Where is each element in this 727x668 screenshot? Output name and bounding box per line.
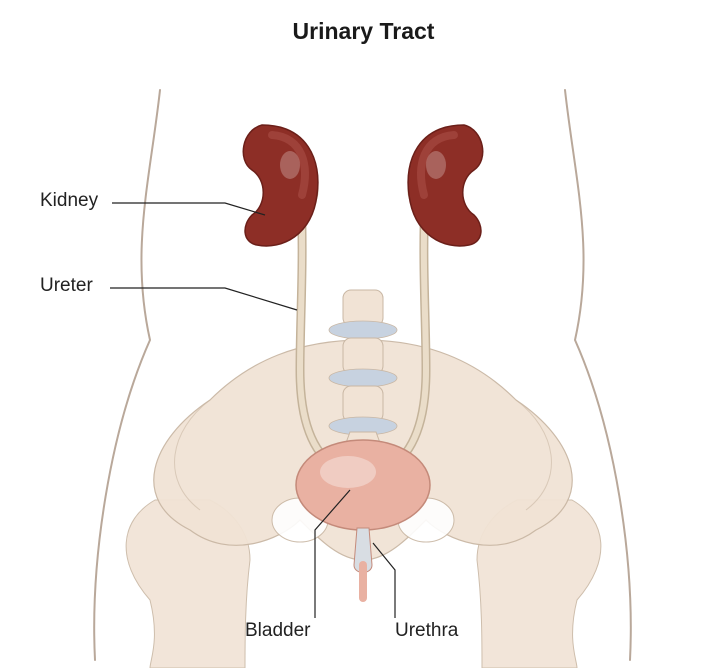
label-bladder: Bladder [245, 620, 311, 642]
diagram-container: Urinary Tract Kidney Ureter Bladder Uret… [0, 0, 727, 668]
label-kidney: Kidney [40, 190, 98, 212]
kidney-left [243, 125, 318, 246]
label-ureter: Ureter [40, 275, 93, 297]
kidney-right [408, 125, 483, 246]
label-urethra: Urethra [395, 620, 458, 642]
diagram-svg [0, 0, 727, 668]
